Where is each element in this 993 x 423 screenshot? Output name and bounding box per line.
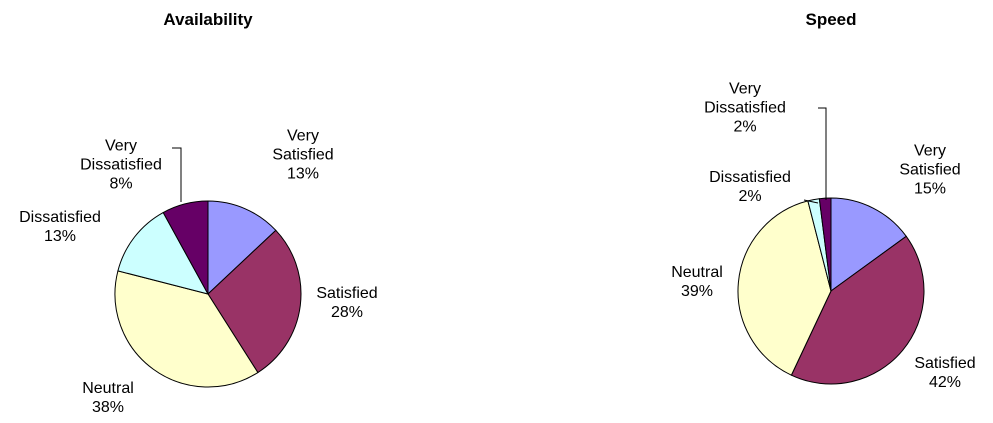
value-label: 13% <box>286 165 320 183</box>
category-label: Very Satisfied <box>272 127 334 164</box>
category-label: Very Dissatisfied <box>704 80 786 117</box>
category-label: Dissatisfied <box>709 169 791 186</box>
pie-slice <box>830 197 907 292</box>
pie-slice <box>818 197 832 292</box>
pie-slice <box>162 200 209 295</box>
chart-title: Availability <box>163 10 253 29</box>
pie-slice <box>737 200 832 376</box>
chart-title: Speed <box>805 10 857 29</box>
value-label: 2% <box>733 118 757 136</box>
slice-label: Very Satisfied 13% <box>257 127 349 184</box>
value-label: 13% <box>43 228 77 245</box>
value-label: 39% <box>680 283 714 300</box>
slice-label: Dissatisfied 13% <box>14 208 106 246</box>
slice-label: Neutral 38% <box>62 379 154 417</box>
category-label: Neutral <box>82 380 134 397</box>
slice-label: Neutral 39% <box>651 263 743 301</box>
value-label: 2% <box>738 188 762 205</box>
pie-slice <box>207 229 302 374</box>
value-label: 15% <box>913 180 947 198</box>
category-label: Dissatisfied <box>19 209 101 226</box>
slice-label: Satisfied 28% <box>301 284 393 322</box>
slice-label: Satisfied 42% <box>899 354 991 392</box>
slice-label: Very Satisfied 15% <box>884 142 976 199</box>
pie-slice <box>117 211 209 295</box>
leader-line <box>803 199 819 204</box>
pie-slice <box>114 270 259 388</box>
leader-line <box>818 107 827 200</box>
category-label: Very Dissatisfied <box>80 137 162 174</box>
value-label: 28% <box>330 304 364 321</box>
slice-label: Dissatisfied 2% <box>704 168 796 206</box>
value-label: 38% <box>91 399 125 416</box>
category-label: Very Satisfied <box>899 142 961 179</box>
leader-line <box>172 147 182 202</box>
slice-label: Very Dissatisfied 2% <box>699 80 791 137</box>
category-label: Neutral <box>671 264 723 281</box>
value-label: 8% <box>109 175 133 193</box>
value-label: 42% <box>928 374 962 391</box>
category-label: Satisfied <box>914 355 976 372</box>
slice-label: Very Dissatisfied 8% <box>75 137 167 194</box>
pie-slice <box>207 200 277 296</box>
pie-slice <box>790 235 925 385</box>
category-label: Satisfied <box>316 285 378 302</box>
